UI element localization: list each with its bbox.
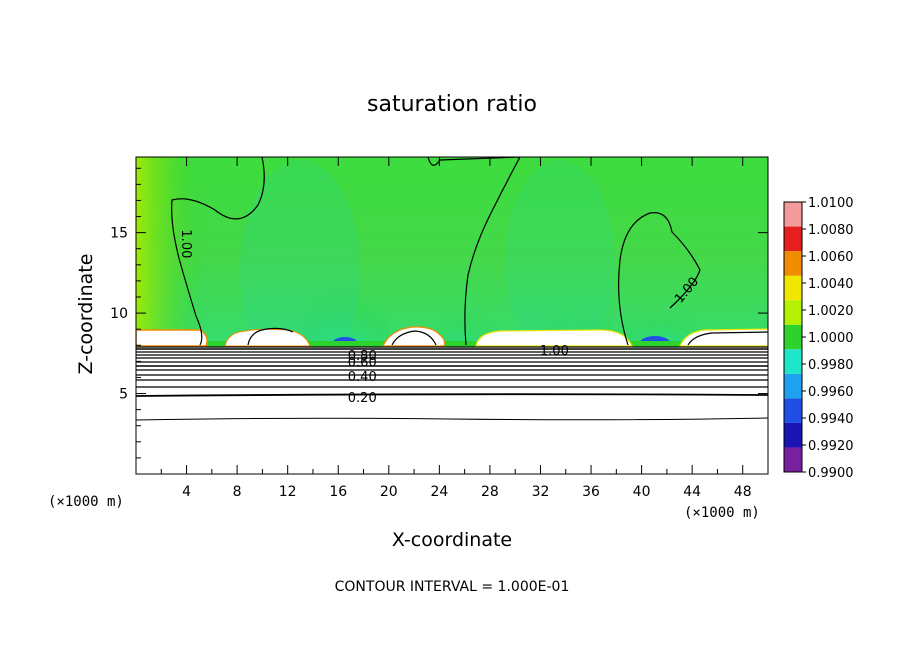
colorbar-swatch <box>784 373 802 399</box>
x-ticks: 4 8 12 16 20 24 28 32 36 40 44 48 <box>160 157 752 500</box>
colorbar-label: 0.9980 <box>808 358 854 373</box>
contour-label: 0.60 <box>348 355 377 370</box>
x-axis-title: X-coordinate <box>392 529 512 551</box>
contour-interval-note: CONTOUR INTERVAL = 1.000E-01 <box>335 579 570 595</box>
plot-frame <box>135 156 769 475</box>
colorbar-swatch <box>784 275 802 301</box>
x-tick-label: 16 <box>329 484 347 500</box>
x-tick-label: 44 <box>683 484 701 500</box>
chart-title: saturation ratio <box>367 92 537 117</box>
colorbar-swatch <box>784 251 802 276</box>
subcloud-region <box>136 347 768 474</box>
cloud-5 <box>679 328 768 347</box>
colorbar-label: 0.9900 <box>808 466 854 481</box>
y-axis-title: Z-coordinate <box>75 254 97 375</box>
contour-1-00-right <box>618 212 701 346</box>
x-tick-label: 32 <box>532 484 550 500</box>
colorbar-label: 0.9940 <box>808 412 854 427</box>
contour-cloud-edge-3 <box>391 330 437 346</box>
contour-label: 1.00 <box>178 229 193 258</box>
contour-cloud-edge-2 <box>247 327 294 346</box>
colorbar-swatch <box>784 422 802 448</box>
colorbar-label: 1.0080 <box>808 223 854 238</box>
colorbar-label: 0.9920 <box>808 439 854 454</box>
x-tick-label: 4 <box>182 484 191 500</box>
contour-label: 0.80 <box>348 349 377 364</box>
y-tick-label: 5 <box>119 387 128 403</box>
colorbar-swatch <box>784 202 802 227</box>
x-tick-label: 8 <box>233 484 242 500</box>
contour-label: 0.20 <box>348 391 377 406</box>
cloud-1 <box>136 329 208 347</box>
y-tick-label: 10 <box>110 306 128 322</box>
x-unit-label-left: (×1000 m) <box>48 494 124 510</box>
colorbar-label: 0.9960 <box>808 385 854 400</box>
plot-area: 1.001.001.000.800.600.400.20 <box>136 157 768 474</box>
colorbar-label: 1.0060 <box>808 250 854 265</box>
contour-label: 0.40 <box>348 370 377 385</box>
x-tick-label: 12 <box>279 484 297 500</box>
colorbar: 0.9900 0.9920 0.9940 0.9960 0.9980 1.0000 1.00… <box>783 196 854 481</box>
colorbar-label: 1.0040 <box>808 277 854 292</box>
x-tick-label: 48 <box>734 484 752 500</box>
y-ticks: 5 10 15 <box>110 167 768 459</box>
y-tick-label: 15 <box>110 226 128 242</box>
contour-1-00-center <box>427 157 521 346</box>
contour-1-00-left <box>171 157 265 346</box>
cloud-4 <box>475 329 633 347</box>
colorbar-swatch <box>784 398 802 423</box>
cloud-3 <box>382 326 446 347</box>
colorbar-label: 1.0000 <box>808 331 854 346</box>
cloud-layer <box>136 326 768 474</box>
x-tick-label: 20 <box>380 484 398 500</box>
contour-lines <box>136 157 768 421</box>
colorbar-swatch <box>784 324 802 350</box>
x-tick-label: 40 <box>633 484 651 500</box>
x-tick-label: 36 <box>582 484 600 500</box>
contour-label: 1.00 <box>540 344 569 359</box>
x-tick-label: 28 <box>481 484 499 500</box>
colorbar-swatch <box>784 226 802 252</box>
colorbar-label: 1.0020 <box>808 304 854 319</box>
contour-cloud-edge-5 <box>687 331 768 346</box>
x-unit-label-right: (×1000 m) <box>684 505 760 521</box>
left-edge-tint <box>136 157 206 347</box>
colorbar-swatch <box>784 447 802 472</box>
colorbar-label: 1.0100 <box>808 196 854 211</box>
x-tick-label: 24 <box>430 484 448 500</box>
colorbar-swatch <box>784 300 802 325</box>
colorbar-swatch <box>784 349 802 374</box>
